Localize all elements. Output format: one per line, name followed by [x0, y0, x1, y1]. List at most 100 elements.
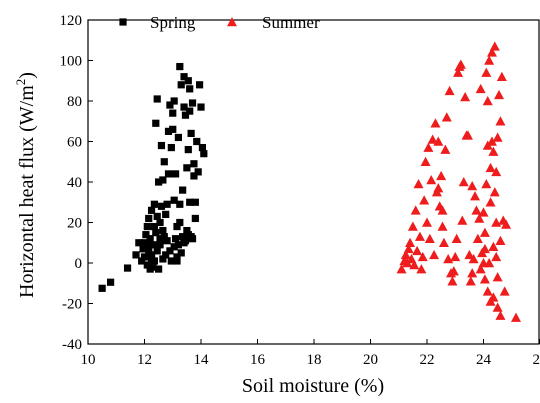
spring-point [187, 129, 195, 137]
y-axis-title-close: ) [16, 72, 38, 79]
spring-point [139, 245, 147, 253]
x-tick-label: 22 [420, 352, 435, 368]
summer-point [495, 310, 506, 320]
y-axis-title: Horizontal heat flux (W/m2) [13, 72, 38, 298]
tick-labels: 10 12 14 16 18 20 22 24 26 -40 -20 0 20 40 60 80 100 120 [60, 13, 540, 368]
summer-point [460, 91, 471, 102]
summer-point [407, 221, 418, 231]
summer-point [426, 174, 437, 185]
summer-point [409, 260, 420, 270]
spring-point [176, 218, 184, 227]
spring-point [143, 222, 151, 231]
x-tick-label: 24 [476, 352, 492, 368]
summer-point [484, 55, 495, 65]
spring-point [183, 164, 191, 172]
summer-point [405, 237, 416, 247]
y-tick-label: 80 [67, 94, 82, 110]
summer-point [438, 237, 449, 247]
x-tick-label: 16 [250, 352, 266, 368]
summer-point [429, 249, 440, 260]
summer-point [485, 197, 496, 207]
spring-point [186, 107, 194, 115]
summer-point [424, 233, 435, 243]
summer-point [453, 67, 464, 77]
summer-point [489, 187, 500, 197]
spring-point [171, 170, 180, 178]
x-tick-label: 12 [137, 352, 152, 368]
spring-point [123, 264, 132, 272]
x-tick-label: 26 [533, 352, 540, 368]
spring-point [159, 255, 167, 263]
summer-point [479, 243, 490, 254]
spring-point [155, 265, 163, 273]
spring-point [98, 284, 106, 292]
spring-point [186, 198, 194, 206]
summer-point [462, 130, 473, 140]
x-tick-label: 14 [194, 352, 210, 368]
summer-point [427, 134, 438, 144]
spring-legend-label: Spring [150, 13, 196, 32]
spring-point [107, 278, 115, 286]
spring-point [195, 81, 204, 89]
spring-point [197, 103, 205, 111]
summer-point [471, 205, 482, 215]
spring-point [167, 143, 175, 152]
summer-point [436, 170, 447, 181]
spring-point [184, 146, 192, 154]
spring-point [152, 119, 160, 127]
spring-point [147, 255, 156, 263]
spring-point [159, 227, 167, 235]
x-tick-label: 18 [307, 352, 322, 368]
spring-point [164, 127, 173, 135]
spring-series [98, 62, 208, 292]
spring-point [135, 239, 143, 247]
spring-point [160, 158, 168, 166]
spring-point [147, 251, 156, 259]
summer-point [396, 264, 407, 274]
spring-point [169, 109, 177, 117]
spring-point [170, 196, 178, 204]
spring-point [140, 239, 149, 247]
spring-point [170, 243, 178, 251]
summer-point [478, 207, 489, 217]
spring-point [180, 239, 188, 247]
spring-point [174, 241, 182, 249]
x-axis-title: Soil moisture (%) [242, 375, 384, 397]
summer-point [458, 177, 469, 187]
spring-point [184, 77, 192, 85]
y-axis-title-superscript: 2 [13, 79, 28, 86]
spring-point [166, 101, 174, 109]
spring-point [153, 95, 161, 103]
spring-point [200, 150, 208, 158]
spring-point [150, 200, 158, 208]
summer-point [403, 243, 414, 254]
summer-point [491, 251, 502, 262]
spring-point [145, 247, 153, 255]
spring-point [138, 257, 146, 265]
summer-point [420, 156, 431, 166]
spring-point [167, 257, 175, 265]
spring-point [152, 229, 160, 237]
axis-ticks [87, 19, 540, 345]
spring-point [186, 85, 194, 93]
spring-point [169, 125, 177, 133]
summer-point [486, 136, 497, 146]
spring-point [140, 253, 149, 261]
y-tick-label: 20 [67, 216, 82, 232]
summer-point [457, 215, 468, 225]
spring-point [149, 241, 157, 249]
summer-point [472, 233, 483, 243]
spring-point [174, 133, 182, 142]
summer-point [475, 83, 486, 94]
y-tick-label: -20 [62, 297, 82, 313]
summer-point [495, 116, 506, 126]
summer-point [470, 191, 481, 201]
summer-point [451, 233, 462, 243]
spring-point [193, 137, 201, 146]
summer-point [501, 219, 512, 229]
spring-point [190, 172, 198, 180]
spring-point [181, 111, 190, 119]
summer-point [448, 266, 459, 276]
summer-point [496, 71, 507, 81]
